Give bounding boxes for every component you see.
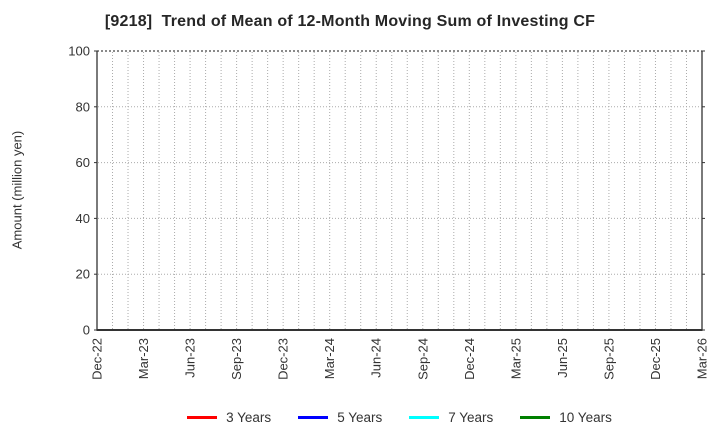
legend-label: 10 Years bbox=[559, 409, 612, 425]
legend-item-3-years: 3 Years bbox=[187, 410, 271, 425]
legend-label: 5 Years bbox=[337, 409, 383, 425]
y-tick-label: 80 bbox=[76, 99, 90, 114]
legend-line-swatch bbox=[520, 415, 551, 419]
y-tick-label: 100 bbox=[68, 44, 90, 59]
x-tick-label: Dec-25 bbox=[648, 338, 663, 380]
y-tick-label: 0 bbox=[83, 323, 90, 338]
x-tick-label: Sep-24 bbox=[415, 338, 430, 380]
x-tick-label: Mar-24 bbox=[322, 338, 337, 379]
x-tick-label: Mar-25 bbox=[508, 338, 523, 379]
x-tick-label: Dec-24 bbox=[462, 338, 477, 380]
x-tick-label: Jun-25 bbox=[555, 338, 570, 378]
legend-line-swatch bbox=[187, 415, 218, 419]
x-tick-label: Jun-24 bbox=[369, 338, 384, 378]
x-tick-label: Mar-26 bbox=[695, 338, 710, 379]
legend-line-swatch bbox=[298, 415, 329, 419]
legend-item-7-years: 7 Years bbox=[409, 410, 493, 425]
chart-title: [9218] Trend of Mean of 12-Month Moving … bbox=[104, 13, 596, 30]
x-tick-label: Dec-22 bbox=[90, 338, 105, 380]
x-tick-label: Mar-23 bbox=[136, 338, 151, 379]
x-tick-label: Dec-23 bbox=[276, 338, 291, 380]
y-tick-label: 40 bbox=[76, 211, 90, 226]
legend-item-5-years: 5 Years bbox=[298, 410, 382, 425]
x-tick-label: Sep-25 bbox=[601, 338, 616, 380]
x-tick-label: Jun-23 bbox=[183, 338, 198, 378]
legend-item-10-years: 10 Years bbox=[520, 410, 612, 425]
chart-legend: 3 Years 5 Years 7 Years 10 Years bbox=[97, 404, 702, 430]
legend-label: 7 Years bbox=[448, 409, 494, 425]
x-tick-label: Sep-23 bbox=[229, 338, 244, 380]
y-tick-label: 20 bbox=[76, 267, 90, 282]
legend-label: 3 Years bbox=[226, 409, 272, 425]
legend-line-swatch bbox=[409, 415, 440, 419]
y-tick-label: 60 bbox=[76, 155, 90, 170]
